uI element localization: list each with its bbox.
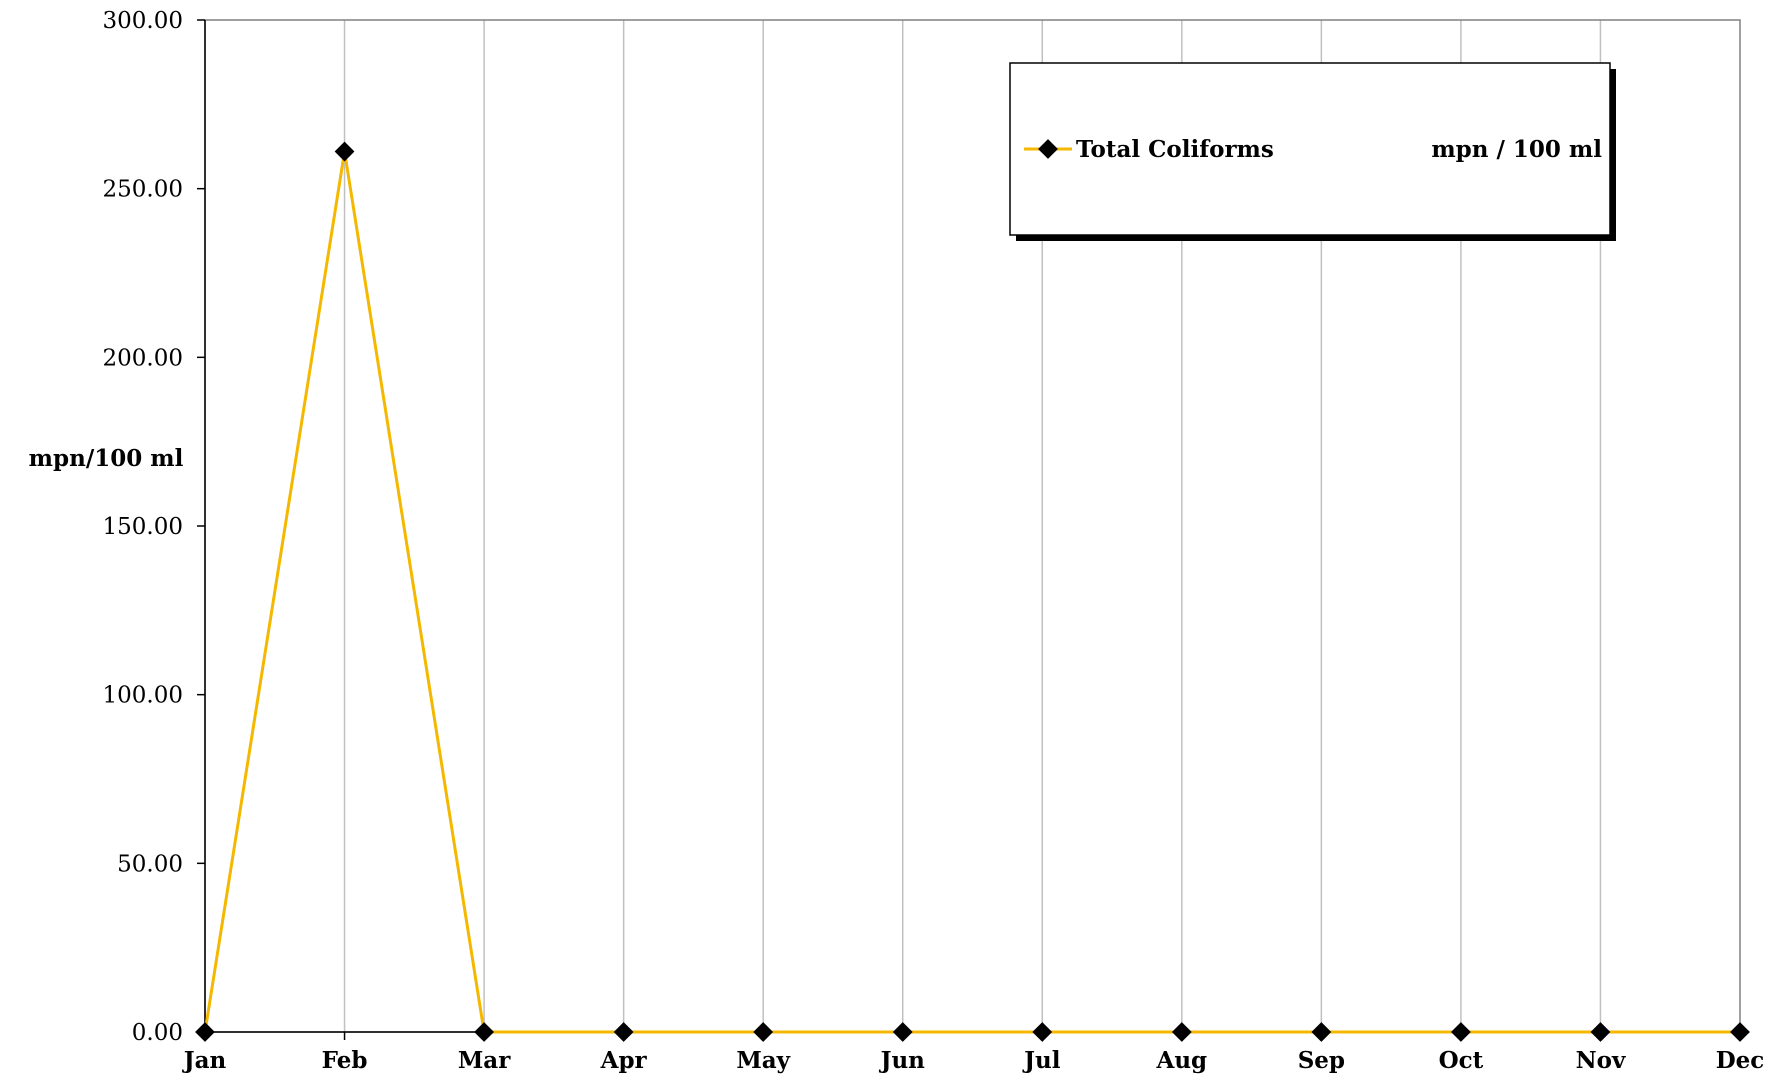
x-tick-label: Jun — [879, 1047, 926, 1074]
legend-box — [1009, 62, 1611, 236]
x-tick-label: Feb — [322, 1047, 368, 1074]
y-tick-label: 200.00 — [103, 345, 183, 371]
x-ticks: Jan Feb Mar Apr May Jun Jul Aug Sep Oct Nov Dec — [182, 1032, 1765, 1074]
x-tick-label: May — [736, 1047, 790, 1074]
y-axis-title: mpn/100 ml — [29, 445, 184, 472]
data-point-marker — [1730, 1022, 1750, 1042]
legend: Total Coliforms mpn / 100 ml — [1009, 62, 1616, 241]
data-point-marker — [1590, 1022, 1611, 1042]
y-tick-label: 0.00 — [132, 1020, 183, 1046]
legend-series-unit: mpn / 100 ml — [1431, 136, 1602, 163]
data-point-marker — [613, 1022, 634, 1042]
x-tick-label: Nov — [1576, 1047, 1626, 1074]
x-tick-label: Sep — [1298, 1047, 1345, 1074]
x-tick-label: Mar — [458, 1047, 511, 1074]
data-point-marker — [1171, 1022, 1192, 1042]
y-tick-label: 300.00 — [103, 8, 183, 34]
data-point-marker — [753, 1022, 774, 1042]
x-tick-label: Jul — [1022, 1047, 1061, 1074]
x-tick-label: Apr — [600, 1047, 648, 1074]
data-point-marker — [1311, 1022, 1332, 1042]
series-line — [203, 151, 1740, 1034]
data-point-marker — [474, 1022, 494, 1042]
data-point-marker — [195, 1022, 215, 1042]
legend-marker-swatch — [1038, 139, 1058, 159]
y-tick-label: 150.00 — [103, 514, 183, 540]
y-tick-label: 100.00 — [103, 683, 183, 709]
series-group — [195, 141, 1750, 1042]
y-tick-label: 50.00 — [117, 851, 183, 877]
data-point-marker — [1032, 1022, 1053, 1042]
data-point-marker — [892, 1022, 913, 1042]
x-tick-label: Aug — [1155, 1047, 1207, 1074]
x-tick-label: Dec — [1716, 1047, 1765, 1074]
y-ticks: 0.00 50.00 100.00 150.00 200.00 250.00 300.00 — [103, 8, 205, 1046]
x-tick-label: Oct — [1439, 1047, 1484, 1074]
x-tick-label: Jan — [182, 1047, 227, 1074]
y-tick-label: 250.00 — [103, 177, 183, 203]
data-point-marker — [1451, 1022, 1471, 1042]
legend-series-name: Total Coliforms — [1076, 136, 1274, 163]
data-point-marker — [334, 141, 355, 162]
